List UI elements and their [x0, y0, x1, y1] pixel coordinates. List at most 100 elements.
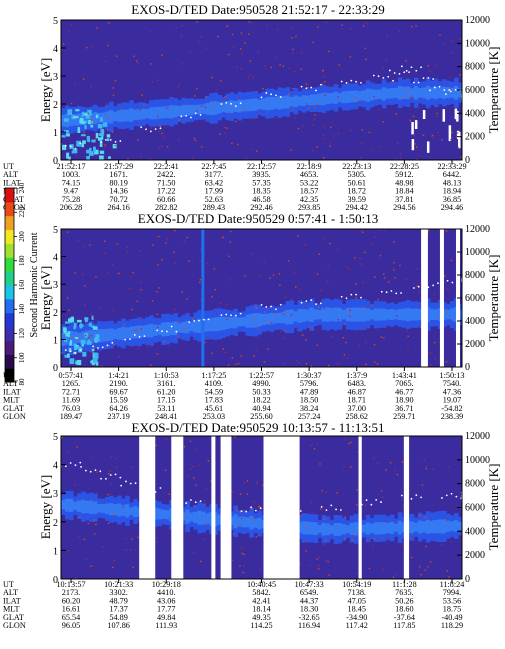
panel-1-noise-dot [127, 158, 129, 160]
panel-2-temperature-point [202, 318, 205, 321]
panel-1-noise-dot [218, 133, 221, 136]
panel-1-band-core [305, 95, 311, 106]
panel-2-noise-dot [282, 313, 285, 315]
panel-2-ephemeris-cell: 7065. [395, 379, 413, 388]
panel-2-noise-dot [150, 364, 152, 366]
panel-1-blob-pixel [100, 128, 105, 132]
panel-1-band-core [429, 87, 435, 99]
panel-3-temperature-point [285, 508, 288, 511]
panel-3-ephemeris-cell: 47.05 [348, 596, 366, 605]
panel-3-temperature-point [194, 501, 197, 504]
panel-2-noise-dot [81, 273, 84, 276]
panel-2-title: EXOS-D/TED Date:950529 0:57:41 - 1:50:13 [138, 211, 378, 226]
panel-1-band-core [397, 85, 403, 100]
panel-1-ephemeris-cell: 1671. [109, 170, 127, 179]
panel-3-ephemeris-cell: -34.90 [346, 613, 367, 622]
panel-2-band-core [277, 312, 283, 324]
panel-3-band-core [133, 505, 138, 518]
panel-2-noise-dot [327, 265, 329, 267]
panel-2-ephemeris-cell: 47.36 [443, 387, 461, 396]
panel-2-noise-dot [383, 277, 386, 279]
panel-3-band-core [301, 521, 307, 535]
panel-2-band-core [69, 331, 74, 347]
panel-1-temperature-point [388, 69, 391, 72]
panel-1-blob-pixel [107, 138, 110, 142]
panel-3-data-gap [358, 436, 362, 579]
panel-3-noise-dot [410, 556, 413, 559]
panel-3-noise-dot [421, 484, 424, 486]
panel-2-noise-dot [327, 280, 329, 283]
panel-2-ephemeris-cell: 189.47 [60, 412, 83, 421]
panel-3-noise-dot [355, 504, 358, 506]
panel-2-blob-pixel [88, 322, 92, 327]
panel-1-blob-pixel [112, 144, 117, 149]
panel-2-ephemeris-cell: 36.71 [395, 404, 413, 413]
panel-1-temperature-point [340, 80, 343, 83]
panel-2-band-core [153, 324, 158, 336]
panel-3-temperature-point [185, 502, 188, 504]
panel-1-noise-dot [240, 48, 242, 50]
panel-1-noise-dot [460, 135, 462, 137]
panel-2-band-core [349, 307, 355, 322]
panel-1-noise-dot [270, 66, 272, 69]
panel-1-blob-pixel [101, 135, 104, 140]
panel-3-temperature-point [455, 495, 458, 498]
panel-3-data-gap [403, 436, 410, 579]
panel-1-ephemeris-cell: 74.15 [62, 178, 80, 187]
panel-3-band-core [425, 519, 431, 534]
panel-1-ephemeris-cell: 52.63 [205, 195, 223, 204]
panel-1-spectrogram [61, 20, 462, 160]
panel-1-band-core [341, 91, 347, 104]
panel-3-noise-dot [68, 451, 70, 454]
colorbar-swatch [5, 215, 14, 231]
panel-2-noise-dot [434, 357, 436, 360]
panel-1-temperature-point [185, 114, 188, 117]
panel-3-temperature-point [240, 510, 243, 513]
panel-3-ytick-label: 5 [53, 432, 58, 443]
panel-1-ephemeris-cell: 5305. [348, 170, 366, 179]
panel-2-noise-dot [293, 271, 296, 273]
panel-2-temperature-point [390, 290, 393, 292]
panel-3-noise-dot [401, 544, 403, 547]
panel-2-ephemeris-cell: 1:17:25 [201, 371, 226, 380]
panel-3-band-core [189, 512, 194, 522]
panel-2-band-core [261, 313, 267, 326]
panel-2-temperature-point [385, 291, 388, 294]
panel-3-noise-dot [234, 436, 236, 438]
panel-2-noise-dot [304, 244, 306, 246]
panel-3-temperature-point [365, 499, 368, 502]
panel-1-band-core [393, 87, 399, 98]
panel-1-noise-dot [337, 96, 339, 98]
panel-1-noise-dot [220, 80, 222, 82]
panel-3-noise-dot [168, 493, 170, 495]
panel-1-band-core [237, 99, 243, 113]
panel-3-noise-dot [113, 559, 116, 562]
panel-1-temperature-point [159, 127, 162, 130]
panel-1-band-core [421, 87, 427, 99]
panel-1-noise-dot [312, 41, 314, 44]
panel-2-blob-pixel [64, 338, 68, 342]
panel-1-noise-dot [253, 118, 256, 120]
panel-3-noise-dot [74, 484, 76, 486]
panel-2-y2tick-label: 8000 [465, 270, 485, 281]
panel-1-band-core [209, 101, 214, 116]
panel-3-noise-dot [300, 514, 302, 517]
panel-1-noise-dot [360, 142, 363, 144]
panel-1-blob-pixel [67, 156, 71, 160]
panel-2-noise-dot [199, 281, 201, 284]
panel-3-band-core [333, 522, 339, 536]
panel-1-band-core [169, 105, 174, 119]
panel-1-ephemeris-cell: 294.42 [345, 203, 368, 212]
panel-3-band-core [325, 523, 331, 536]
panel-2-noise-dot [84, 285, 86, 287]
panel-2-noise-dot [235, 363, 237, 365]
panel-1-noise-dot [332, 135, 335, 137]
panel-2-blob-pixel [90, 360, 94, 364]
panel-3-noise-dot [204, 506, 207, 508]
panel-1-ephemeris-cell: 39.59 [348, 195, 366, 204]
panel-1-noise-dot [412, 115, 415, 118]
panel-2-noise-dot [183, 327, 186, 330]
panel-1-noise-dot [411, 25, 413, 28]
panel-2-band-core [309, 307, 315, 323]
panel-3-title: EXOS-D/TED Date:950529 10:13:57 - 11:13:… [132, 420, 385, 435]
